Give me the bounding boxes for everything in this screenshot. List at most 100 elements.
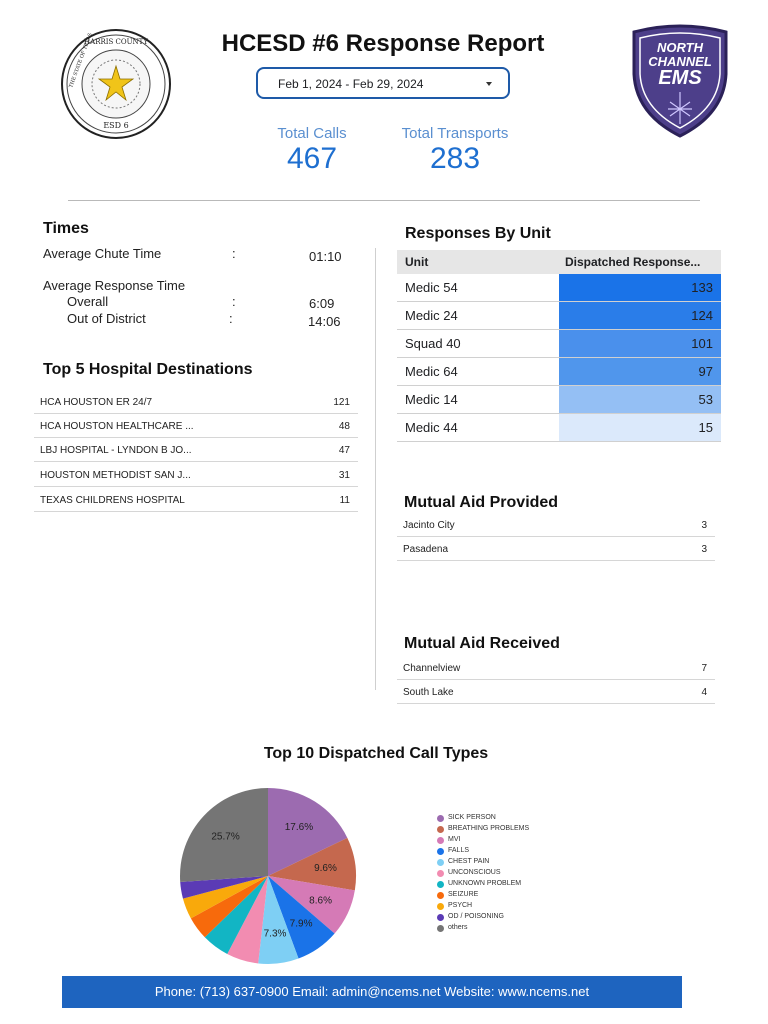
hospital-count: 47 <box>338 445 350 456</box>
times-heading: Times <box>43 220 89 237</box>
total-transports-label: Total Transports <box>401 125 509 142</box>
table-row[interactable]: Squad 40 101 <box>397 330 721 358</box>
table-row[interactable]: South Lake 4 <box>397 680 715 704</box>
hospital-count: 31 <box>338 470 350 481</box>
table-row[interactable]: Medic 24 124 <box>397 302 721 330</box>
legend-swatch <box>437 925 444 932</box>
table-row[interactable]: Medic 14 53 <box>397 386 721 414</box>
mutual-aid-received-heading: Mutual Aid Received <box>404 635 560 652</box>
total-calls-label: Total Calls <box>277 125 347 142</box>
units-table-header: Unit Dispatched Response... <box>397 250 721 274</box>
legend-swatch <box>437 837 444 844</box>
units-heading: Responses By Unit <box>405 225 551 242</box>
pie-data-label: 17.6% <box>285 822 313 833</box>
table-row[interactable]: HCA HOUSTON HEALTHCARE ... 48 <box>34 414 358 438</box>
out-of-district-label: Out of District <box>67 311 146 326</box>
legend-swatch <box>437 859 444 866</box>
unit-name: Medic 54 <box>405 280 458 295</box>
hospital-name: LBJ HOSPITAL - LYNDON B JO... <box>40 445 192 456</box>
hospitals-table: HCA HOUSTON ER 24/7 121 HCA HOUSTON HEAL… <box>34 390 358 514</box>
svg-text:NORTH: NORTH <box>657 40 704 55</box>
pie-slice-mvi[interactable] <box>268 876 355 934</box>
column-divider <box>375 248 376 690</box>
legend-label: FALLS <box>448 847 470 854</box>
heat-cell: 53 <box>559 386 721 413</box>
chute-time-value: 01:10 <box>309 249 342 264</box>
unit-name: Medic 44 <box>405 420 458 435</box>
agency-name: Pasadena <box>403 544 449 555</box>
unit-value: 101 <box>691 336 713 351</box>
overall-label: Overall <box>67 294 109 309</box>
chart-title: Top 10 Dispatched Call Types <box>263 745 489 762</box>
hospital-count: 11 <box>339 495 350 506</box>
overall-colon: : <box>232 294 236 309</box>
legend-label: CHEST PAIN <box>448 858 490 865</box>
legend-swatch <box>437 826 444 833</box>
table-row[interactable]: LBJ HOSPITAL - LYNDON B JO... 47 <box>34 438 358 462</box>
col-header-unit[interactable]: Unit <box>405 255 429 269</box>
agency-name: Jacinto City <box>403 520 455 531</box>
agency-count: 3 <box>701 520 707 531</box>
date-range-picker[interactable]: Feb 1, 2024 - Feb 29, 2024 <box>256 67 510 99</box>
unit-value: 133 <box>691 280 713 295</box>
chute-time-colon: : <box>232 246 236 261</box>
heat-cell: 97 <box>559 358 721 385</box>
unit-name: Medic 24 <box>405 308 458 323</box>
pie-slice-chest-pain[interactable] <box>258 876 299 964</box>
legend-label: SICK PERSON <box>448 814 496 821</box>
pie-slice-breathing-problems[interactable] <box>268 837 356 891</box>
legend-label: BREATHING PROBLEMS <box>448 825 530 832</box>
col-header-dispatched[interactable]: Dispatched Response... <box>565 255 701 269</box>
total-calls-value: 467 <box>286 142 338 175</box>
response-time-label: Average Response Time <box>43 278 186 293</box>
heat-cell: 124 <box>559 302 721 329</box>
heat-cell: 133 <box>559 274 721 301</box>
pie-slice-falls[interactable] <box>268 876 335 959</box>
pie-slice-od-poisoning[interactable] <box>180 876 268 899</box>
pie-slice-sick-person[interactable] <box>268 788 348 876</box>
total-transports-value: 283 <box>429 142 481 175</box>
call-types-pie-chart: 17.6% 9.6% 8.6% 7.9%7.3% 25.7% <box>180 788 356 964</box>
pie-data-label: 9.6% <box>314 863 337 874</box>
table-row[interactable]: HCA HOUSTON ER 24/7 121 <box>34 390 358 414</box>
legend-label: PSYCH <box>448 902 473 909</box>
pie-slice-unknown-problem[interactable] <box>204 876 268 954</box>
svg-text:EMS: EMS <box>658 67 702 89</box>
hospital-count: 48 <box>338 421 350 432</box>
heat-cell: 101 <box>559 330 721 357</box>
legend-swatch <box>437 870 444 877</box>
legend-label: MVI <box>448 836 461 843</box>
pie-data-label: 25.7% <box>211 831 239 842</box>
out-of-district-value: 14:06 <box>308 314 341 329</box>
pie-slice-unconscious[interactable] <box>227 876 268 964</box>
legend-label: UNCONSCIOUS <box>448 869 501 876</box>
table-row[interactable]: Pasadena 3 <box>397 537 715 561</box>
legend-swatch <box>437 881 444 888</box>
table-row[interactable]: Channelview 7 <box>397 656 715 680</box>
table-row[interactable]: HOUSTON METHODIST SAN J... 31 <box>34 463 358 487</box>
hospital-name: HCA HOUSTON HEALTHCARE ... <box>40 421 194 432</box>
svg-text:CHANNEL: CHANNEL <box>648 54 712 69</box>
pie-slice-seizure[interactable] <box>190 876 268 938</box>
pie-slice-psych[interactable] <box>182 876 268 919</box>
table-row[interactable]: Medic 64 97 <box>397 358 721 386</box>
table-row[interactable]: Jacinto City 3 <box>397 513 715 537</box>
legend-label: OD / POISONING <box>448 913 505 920</box>
mutual-aid-provided-table: Jacinto City 3 Pasadena 3 <box>397 513 715 563</box>
dropdown-caret-icon <box>486 82 492 86</box>
table-row[interactable]: Medic 54 133 <box>397 274 721 302</box>
heat-cell: 15 <box>559 414 721 441</box>
hospital-name: HCA HOUSTON ER 24/7 <box>40 397 153 408</box>
agency-name: Channelview <box>403 663 461 674</box>
header-divider <box>68 200 700 201</box>
pie-data-label: 8.6% <box>309 896 332 907</box>
agency-count: 7 <box>701 663 707 674</box>
table-row[interactable]: Medic 44 15 <box>397 414 721 442</box>
hospital-name: TEXAS CHILDRENS HOSPITAL <box>40 495 185 506</box>
unit-value: 53 <box>698 392 713 407</box>
table-row[interactable]: TEXAS CHILDRENS HOSPITAL 11 <box>34 488 358 512</box>
pie-slice-others[interactable] <box>180 788 268 883</box>
unit-name: Medic 14 <box>405 392 458 407</box>
mutual-aid-provided-heading: Mutual Aid Provided <box>404 494 559 511</box>
north-channel-ems-logo: NORTH CHANNEL EMS <box>628 22 732 138</box>
